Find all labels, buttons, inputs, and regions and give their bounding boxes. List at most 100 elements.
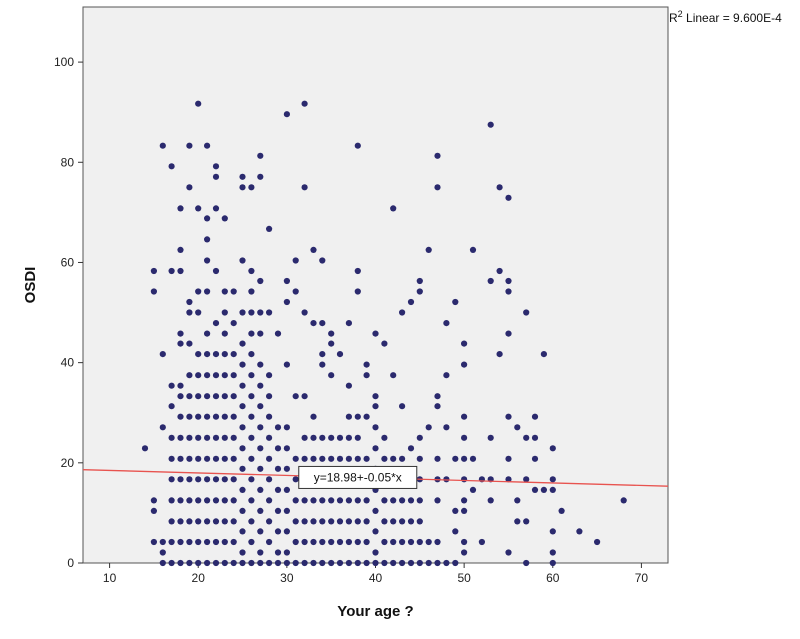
data-point	[204, 434, 211, 441]
data-point	[257, 465, 264, 472]
data-point	[354, 455, 361, 462]
data-point	[469, 455, 477, 462]
data-point	[399, 559, 406, 567]
data-point	[310, 434, 317, 441]
data-point	[177, 382, 184, 389]
data-point	[221, 351, 228, 358]
data-point	[354, 142, 361, 149]
data-point	[168, 163, 175, 170]
data-point	[230, 434, 237, 441]
data-point	[434, 559, 441, 567]
data-point	[372, 393, 379, 400]
data-point	[328, 434, 335, 441]
data-point	[399, 455, 406, 462]
data-point	[159, 424, 166, 431]
data-point	[248, 267, 255, 275]
data-point	[549, 549, 556, 556]
data-point	[274, 424, 282, 431]
data-point	[461, 361, 468, 368]
data-point	[257, 361, 264, 368]
data-point	[248, 288, 255, 295]
data-point	[283, 549, 290, 556]
data-point	[204, 559, 211, 567]
data-point	[204, 351, 211, 358]
data-point	[372, 424, 379, 431]
data-point	[248, 351, 255, 358]
data-point	[212, 538, 220, 546]
data-point	[248, 518, 255, 525]
data-point	[336, 559, 344, 567]
data-point	[248, 455, 255, 462]
data-point	[257, 309, 264, 316]
data-point	[195, 393, 202, 400]
data-point	[283, 486, 290, 493]
data-point	[248, 413, 255, 420]
data-point	[283, 424, 290, 431]
data-point	[354, 497, 361, 504]
data-point	[345, 497, 352, 504]
y-tick-label: 40	[61, 356, 75, 370]
data-point	[212, 413, 220, 420]
data-point	[283, 298, 290, 306]
data-point	[212, 320, 220, 327]
r2-superscript: 2	[678, 9, 683, 19]
data-point	[496, 351, 503, 358]
data-point	[186, 309, 193, 316]
data-point	[221, 309, 228, 316]
data-point	[328, 372, 335, 379]
data-point	[230, 497, 237, 504]
data-point	[310, 320, 317, 327]
x-axis-title: Your age ?	[337, 603, 413, 620]
data-point	[221, 497, 228, 504]
data-point	[345, 455, 352, 462]
data-point	[159, 549, 166, 556]
data-point	[363, 455, 370, 462]
data-point	[319, 538, 326, 546]
data-point	[266, 559, 273, 567]
data-point	[514, 518, 521, 525]
data-point	[283, 361, 290, 368]
data-point	[594, 538, 601, 546]
data-point	[399, 497, 406, 504]
data-point	[319, 497, 326, 504]
data-point	[248, 372, 255, 379]
data-point	[301, 559, 308, 567]
data-point	[345, 320, 352, 327]
data-point	[186, 538, 193, 546]
data-point	[186, 559, 193, 567]
data-point	[505, 549, 512, 556]
data-point	[239, 486, 246, 493]
data-point	[204, 330, 211, 337]
data-point	[266, 455, 273, 462]
data-point	[434, 393, 441, 400]
data-point	[461, 507, 468, 514]
data-point	[257, 403, 264, 410]
data-point	[230, 559, 237, 567]
data-point	[319, 351, 326, 358]
data-point	[150, 507, 157, 514]
data-point	[469, 486, 477, 493]
data-point	[496, 184, 503, 191]
r2-suffix: Linear = 9.600E-4	[683, 11, 782, 25]
data-point	[204, 288, 211, 295]
data-point	[212, 393, 220, 400]
data-point	[443, 320, 450, 327]
data-point	[266, 538, 273, 546]
data-point	[549, 476, 556, 483]
data-point	[239, 309, 246, 316]
data-point	[221, 518, 228, 525]
data-point	[505, 288, 512, 295]
data-point	[425, 559, 432, 567]
data-point	[204, 518, 211, 525]
data-point	[328, 340, 335, 347]
data-point	[292, 288, 299, 295]
data-point	[399, 309, 406, 316]
data-point	[186, 434, 193, 441]
data-point	[204, 372, 211, 379]
data-point	[257, 152, 264, 159]
data-point	[434, 455, 441, 462]
data-point	[310, 518, 317, 525]
data-point	[319, 361, 326, 368]
data-point	[204, 257, 211, 264]
